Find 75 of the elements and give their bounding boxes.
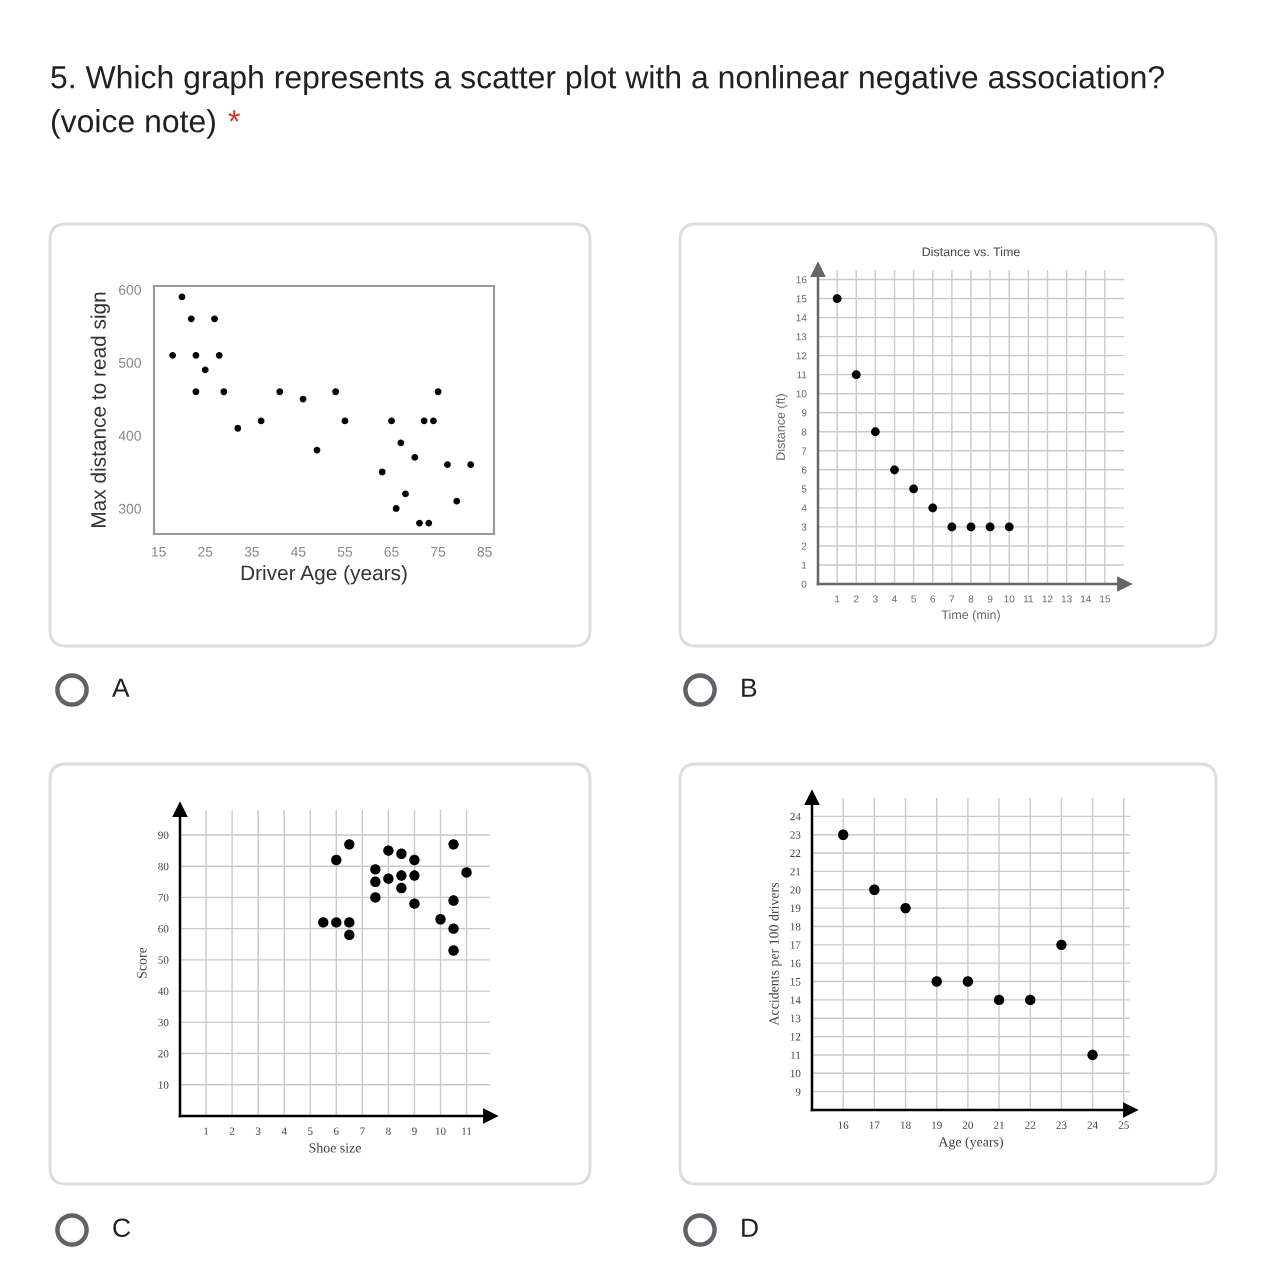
point [909,484,919,494]
point [370,892,381,903]
point [931,976,942,987]
point [461,867,472,878]
point [1087,1049,1098,1061]
point [201,366,209,374]
point [220,388,228,396]
point [435,914,446,925]
point [402,490,409,498]
point [434,388,442,396]
point [409,898,420,909]
y-axis-title: Max distance to read sign [90,292,110,527]
point [448,839,459,850]
point [187,315,195,323]
point [332,388,340,396]
point [1004,522,1014,532]
point [425,519,433,527]
point [276,388,284,396]
point [344,839,355,850]
point [169,351,177,359]
point [215,351,223,359]
point [388,417,395,425]
point [870,427,880,437]
text: B [742,678,757,697]
point [383,873,394,884]
point [890,465,899,475]
point [234,424,242,432]
point [448,895,459,906]
x-axis-title: Driver Age (years) [241,565,407,585]
text: A [112,678,130,697]
point [900,902,911,914]
point [448,945,459,956]
point [411,454,419,461]
text: * [228,110,240,122]
point [344,929,355,941]
point [467,461,475,469]
point [851,370,861,380]
point [928,503,938,513]
text: D [742,1218,758,1237]
point [448,923,459,934]
point [444,461,451,469]
point [832,294,842,303]
point [344,917,355,928]
point [453,497,461,505]
point [1056,939,1067,951]
point [397,439,405,447]
point [318,917,329,928]
point [383,845,394,856]
point [370,864,381,875]
point [378,468,386,476]
text: 5. Which graph represents a scatter plot with a nonlinear negative association? [51,65,1164,95]
point [947,522,957,532]
point [1025,994,1036,1006]
point [192,351,200,359]
point [409,854,420,866]
point [416,519,423,527]
point [409,870,420,881]
point [869,884,880,895]
point [331,854,342,866]
text: (voice note) [51,109,215,139]
point [192,388,200,396]
point [392,505,400,512]
point [396,870,407,881]
point [331,917,342,928]
point [430,417,437,425]
point [966,522,976,532]
point [993,994,1005,1006]
point [396,882,407,894]
point [211,315,218,323]
text: C [113,1218,131,1238]
point [985,522,995,532]
point [370,876,381,888]
point [837,829,849,840]
point [396,848,407,859]
point [962,976,974,987]
